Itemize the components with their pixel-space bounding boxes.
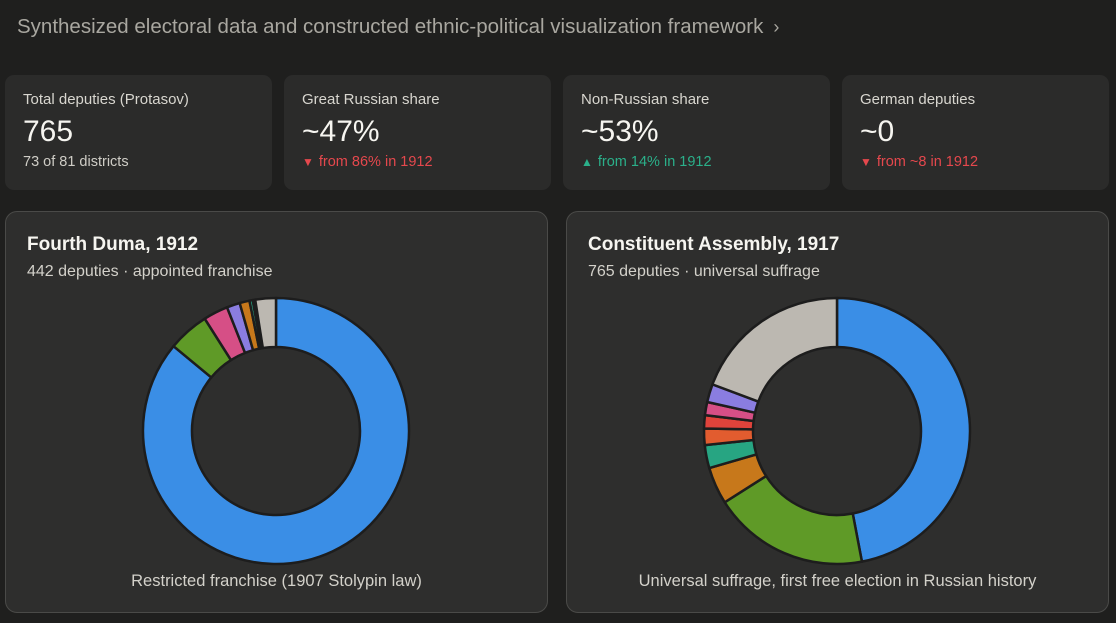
stat-trend: ▼ from ~8 in 1912 <box>860 154 1091 170</box>
stat-card-non-russian-share: Non-Russian share ~53% ▲ from 14% in 191… <box>563 75 830 190</box>
chart-caption: Universal suffrage, first free election … <box>638 572 1037 590</box>
chevron-right-icon: › <box>773 16 780 37</box>
stat-trend: ▲ from 14% in 1912 <box>581 154 812 170</box>
chart-subtitle: 442 deputies · appointed franchise <box>27 263 273 280</box>
chart-panel-constituent-assembly: Constituent Assembly, 1917 765 deputies … <box>566 211 1109 613</box>
stat-value: 765 <box>23 115 74 148</box>
stat-value: ~47% <box>302 115 380 148</box>
stat-card-total-deputies: Total deputies (Protasov) 765 73 of 81 d… <box>5 75 272 190</box>
stat-trend: ▼ from 86% in 1912 <box>302 154 533 170</box>
trend-up-icon: ▲ <box>581 155 593 169</box>
donut-slice-8 <box>711 296 839 403</box>
chart-title: Fourth Duma, 1912 <box>27 234 199 255</box>
stat-card-great-russian-share: Great Russian share ~47% ▼ from 86% in 1… <box>284 75 551 190</box>
stat-sub: 73 of 81 districts <box>23 154 254 170</box>
chart-panel-fourth-duma: Fourth Duma, 1912 442 deputies · appoint… <box>5 211 548 613</box>
donut-slice-0 <box>141 296 411 566</box>
trend-down-icon: ▼ <box>302 155 314 169</box>
chart-subtitle: 765 deputies · universal suffrage <box>588 263 820 280</box>
stat-card-german-deputies: German deputies ~0 ▼ from ~8 in 1912 <box>842 75 1109 190</box>
chart-title: Constituent Assembly, 1917 <box>588 234 840 255</box>
stat-sub-text: from 86% in 1912 <box>318 154 433 170</box>
stat-value: ~0 <box>860 115 895 148</box>
stat-label: Non-Russian share <box>581 91 710 108</box>
donut-chart-1912 <box>141 296 411 566</box>
header-title: Synthesized electoral data and construct… <box>17 15 764 38</box>
stat-value: ~53% <box>581 115 659 148</box>
stat-sub-text: from ~8 in 1912 <box>876 154 979 170</box>
stat-label: Great Russian share <box>302 91 440 108</box>
donut-chart-1917 <box>702 296 972 566</box>
donut-slice-7 <box>253 296 278 350</box>
trend-down-icon: ▼ <box>860 155 872 169</box>
stat-label: Total deputies (Protasov) <box>23 91 189 108</box>
stat-sub-text: 73 of 81 districts <box>23 154 129 170</box>
stat-label: German deputies <box>860 91 976 108</box>
donut-slice-0 <box>835 296 972 563</box>
stat-sub-text: from 14% in 1912 <box>597 154 712 170</box>
breadcrumb-header[interactable]: Synthesized electoral data and construct… <box>17 13 779 41</box>
chart-caption: Restricted franchise (1907 Stolypin law) <box>131 572 422 590</box>
